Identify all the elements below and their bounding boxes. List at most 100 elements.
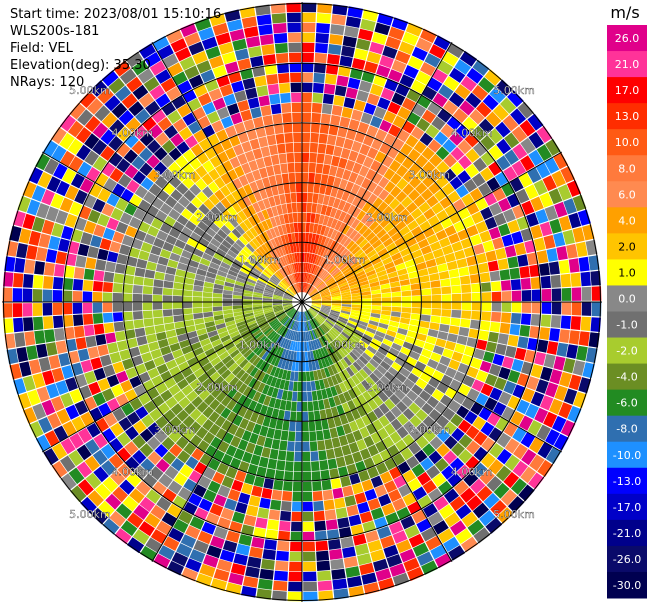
- velocity-gate: [2, 287, 13, 302]
- velocity-gate: [111, 102, 128, 119]
- velocity-gate: [572, 227, 585, 243]
- velocity-gate: [517, 101, 534, 119]
- velocity-gate: [245, 258, 256, 267]
- velocity-gate: [311, 275, 317, 285]
- velocity-gate: [245, 229, 255, 240]
- velocity-gate: [233, 553, 248, 566]
- velocity-gate: [265, 218, 273, 229]
- velocity-gate: [231, 190, 242, 202]
- velocity-gate: [290, 531, 302, 542]
- velocity-gate: [275, 287, 285, 293]
- velocity-gate: [518, 172, 533, 188]
- velocity-gate: [135, 108, 151, 124]
- velocity-gate: [339, 178, 348, 190]
- velocity-gate: [289, 182, 296, 193]
- velocity-gate: [432, 68, 448, 84]
- velocity-gate: [226, 323, 237, 331]
- colorbar-tick-label: 1.0: [618, 266, 636, 279]
- velocity-gate: [51, 367, 65, 383]
- velocity-gate: [294, 451, 302, 462]
- velocity-gate: [339, 314, 349, 320]
- velocity-gate: [342, 169, 352, 181]
- velocity-gate: [206, 545, 222, 559]
- velocity-gate: [213, 375, 225, 387]
- velocity-gate: [384, 398, 396, 410]
- velocity-gate: [537, 459, 554, 477]
- velocity-gate: [274, 272, 282, 281]
- velocity-gate: [132, 449, 147, 465]
- velocity-gate: [317, 143, 327, 154]
- velocity-gate: [213, 233, 224, 244]
- velocity-gate: [550, 274, 561, 288]
- velocity-gate: [253, 289, 264, 294]
- velocity-gate: [237, 58, 252, 71]
- velocity-gate: [299, 282, 301, 293]
- velocity-gate: [548, 188, 563, 205]
- velocity-gate: [416, 518, 432, 533]
- velocity-gate: [313, 183, 321, 194]
- velocity-gate: [476, 101, 492, 118]
- velocity-gate: [127, 512, 144, 528]
- velocity-gate: [232, 302, 243, 306]
- velocity-gate: [184, 65, 200, 80]
- velocity-gate: [351, 374, 361, 386]
- velocity-gate: [2, 303, 13, 318]
- velocity-gate: [439, 355, 451, 367]
- velocity-gate: [380, 471, 393, 484]
- velocity-gate: [282, 279, 290, 288]
- velocity-gate: [341, 190, 351, 202]
- velocity-gate: [293, 284, 298, 294]
- velocity-gate: [264, 311, 274, 317]
- velocity-gate: [152, 481, 167, 496]
- velocity-gate: [101, 70, 119, 87]
- velocity-gate: [524, 184, 539, 200]
- velocity-gate: [330, 311, 340, 316]
- velocity-gate: [279, 257, 286, 267]
- velocity-gate: [306, 284, 311, 294]
- velocity-gate: [208, 458, 221, 471]
- velocity-gate: [417, 268, 429, 277]
- velocity-gate: [370, 507, 385, 520]
- velocity-gate: [492, 353, 505, 366]
- velocity-gate: [270, 3, 286, 14]
- velocity-gate: [341, 296, 352, 300]
- velocity-gate: [265, 468, 276, 480]
- velocity-gate: [330, 289, 340, 295]
- velocity-gate: [314, 266, 320, 276]
- velocity-gate: [282, 112, 292, 123]
- velocity-gate: [370, 160, 382, 172]
- velocity-gate: [370, 83, 384, 97]
- velocity-gate: [87, 246, 99, 259]
- velocity-gate: [423, 383, 436, 396]
- velocity-gate: [348, 280, 359, 287]
- velocity-gate: [507, 256, 519, 269]
- velocity-gate: [263, 269, 273, 277]
- velocity-gate: [296, 401, 302, 412]
- velocity-gate: [431, 294, 442, 302]
- velocity-gate: [183, 283, 194, 291]
- velocity-gate: [108, 77, 125, 94]
- velocity-gate: [332, 299, 342, 302]
- velocity-gate: [261, 44, 275, 56]
- velocity-gate: [495, 465, 512, 482]
- velocity-gate: [309, 274, 314, 284]
- velocity-gate: [438, 528, 455, 544]
- velocity-gate: [295, 361, 299, 372]
- velocity-gate: [239, 418, 250, 430]
- velocity-gate: [102, 518, 120, 535]
- velocity-gate: [120, 520, 138, 537]
- velocity-gate: [388, 69, 403, 83]
- velocity-gate: [203, 394, 215, 406]
- velocity-gate: [100, 354, 112, 367]
- velocity-gate: [372, 395, 384, 407]
- velocity-gate: [305, 222, 310, 233]
- velocity-gate: [442, 51, 459, 67]
- velocity-gate: [187, 98, 202, 112]
- velocity-gate: [448, 359, 461, 371]
- velocity-gate: [201, 377, 213, 389]
- velocity-gate: [122, 284, 133, 294]
- colorbar-band: [607, 129, 647, 156]
- velocity-gate: [139, 443, 154, 458]
- velocity-gate: [455, 184, 469, 198]
- velocity-gate: [304, 283, 308, 293]
